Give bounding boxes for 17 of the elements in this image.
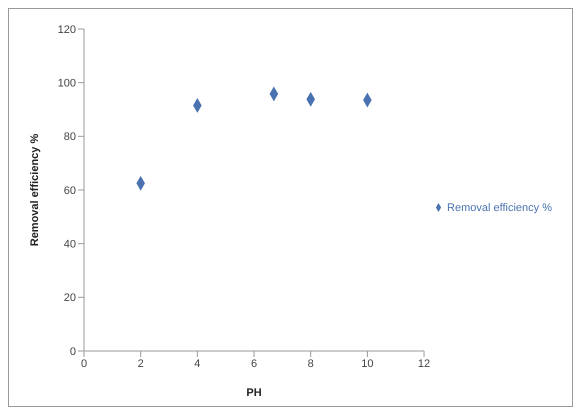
y-tick-label: 40: [64, 238, 76, 251]
x-tick-label: 6: [250, 358, 258, 370]
x-axis-title: PH: [246, 387, 262, 399]
x-tick-label: 12: [418, 358, 430, 370]
y-tick-label: 100: [58, 78, 76, 90]
y-tick-label: 60: [64, 184, 76, 197]
x-tick-label: 4: [194, 358, 200, 370]
y-tick-label: 0: [70, 346, 76, 358]
legend-label: Removal efficiency %: [447, 202, 552, 214]
y-tick-label: 120: [58, 24, 76, 36]
x-tick-label: 2: [138, 358, 144, 370]
y-axis-title: Removal efficiency %: [28, 134, 41, 246]
y-tick-label: 20: [64, 292, 76, 304]
y-tick-label: 80: [64, 131, 76, 144]
x-tick-label: 0: [80, 358, 88, 370]
x-tick-label: 10: [361, 358, 374, 370]
x-tick-label: 8: [308, 358, 314, 370]
